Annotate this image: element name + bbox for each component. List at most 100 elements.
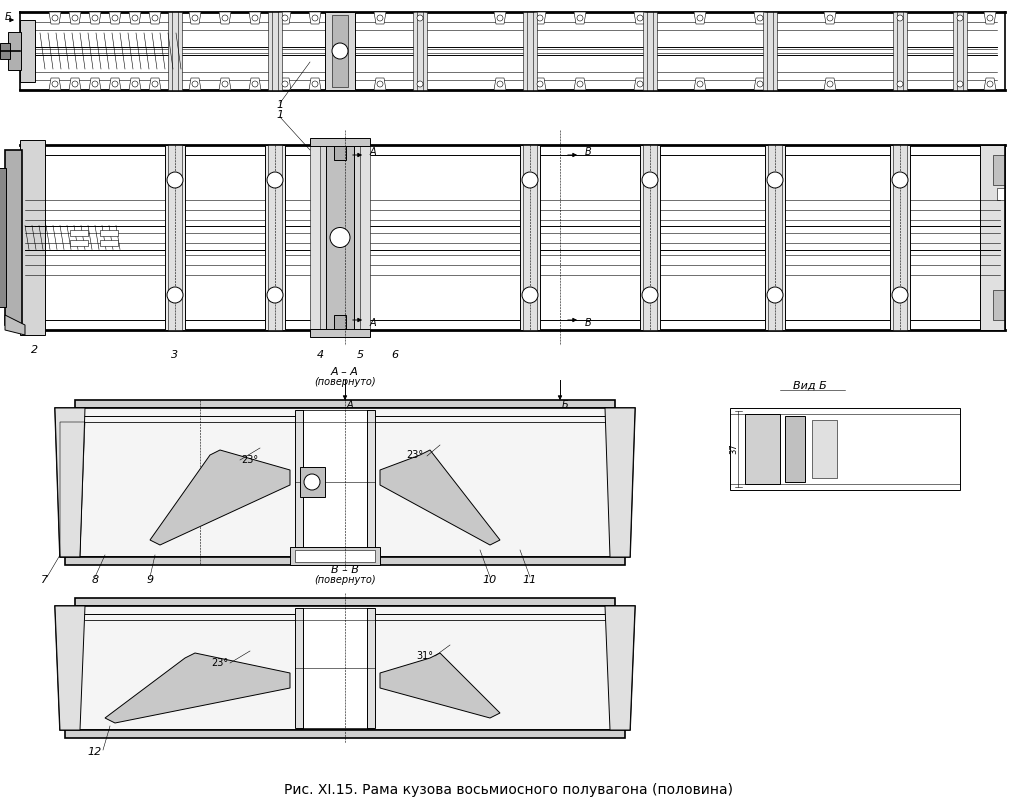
Polygon shape [694,78,706,90]
Bar [523,145,538,330]
Bar [730,408,960,490]
Circle shape [892,287,908,303]
Polygon shape [189,12,201,24]
Bar [8,32,21,70]
Circle shape [222,81,228,87]
Text: 23°: 23° [212,658,229,668]
Text: 11: 11 [523,575,538,585]
Circle shape [152,15,158,21]
Polygon shape [494,12,506,24]
Text: А: А [370,147,377,157]
Circle shape [112,15,118,21]
Bar [325,12,355,90]
Circle shape [957,81,963,87]
Polygon shape [109,12,121,24]
Circle shape [167,172,183,188]
Text: 9: 9 [147,575,154,585]
Bar [745,414,780,484]
Bar [768,145,782,330]
Bar [75,598,615,606]
Circle shape [767,287,783,303]
Circle shape [132,81,138,87]
Polygon shape [414,78,426,90]
Bar [413,12,427,90]
Text: Б: Б [562,400,568,410]
Circle shape [167,287,183,303]
Text: 10: 10 [483,575,497,585]
Polygon shape [279,12,291,24]
Circle shape [282,15,288,21]
Text: 8: 8 [92,575,99,585]
Circle shape [92,15,98,21]
Circle shape [538,81,543,87]
Polygon shape [824,78,836,90]
Bar [643,145,657,330]
Bar [523,12,538,90]
Polygon shape [374,12,386,24]
Circle shape [522,172,538,188]
Bar [785,416,805,482]
Bar [300,467,325,497]
Polygon shape [574,78,586,90]
Bar [100,239,118,246]
Circle shape [897,15,903,21]
Bar [334,315,346,335]
Text: Б: Б [5,12,12,22]
Polygon shape [309,12,321,24]
Circle shape [497,81,503,87]
Bar [764,12,777,90]
Circle shape [52,81,58,87]
Text: 1: 1 [277,110,284,120]
Polygon shape [494,78,506,90]
Circle shape [757,15,764,21]
Text: 2: 2 [32,345,39,355]
Text: 6: 6 [392,350,399,360]
Bar [360,145,370,330]
Bar [268,145,282,330]
Bar [75,400,615,408]
Polygon shape [69,12,81,24]
Circle shape [267,172,283,188]
Circle shape [252,81,258,87]
Bar [65,557,625,565]
Circle shape [152,81,158,87]
Circle shape [332,43,348,59]
Polygon shape [109,78,121,90]
Text: 7: 7 [42,575,49,585]
Text: Рис. XI.15. Рама кузова восьмиосного полувагона (половина): Рис. XI.15. Рама кузова восьмиосного пол… [284,783,734,797]
Text: 5: 5 [356,350,363,360]
Bar [100,230,118,235]
Polygon shape [55,606,635,730]
Bar [812,420,837,478]
Text: В: В [585,147,591,157]
Polygon shape [605,606,635,730]
Polygon shape [249,12,261,24]
Bar [303,608,367,728]
Bar [70,230,88,235]
Polygon shape [55,606,84,730]
Circle shape [192,15,197,21]
Circle shape [827,15,833,21]
Circle shape [112,81,118,87]
Polygon shape [634,78,646,90]
Circle shape [642,287,658,303]
Polygon shape [89,78,101,90]
Bar [268,12,282,90]
Polygon shape [414,12,426,24]
Polygon shape [55,408,84,557]
Bar [168,12,182,90]
Bar [993,155,1005,185]
Polygon shape [605,408,635,557]
Bar [980,145,1005,330]
Circle shape [192,81,197,87]
Bar [303,410,367,555]
Circle shape [577,81,583,87]
Circle shape [222,15,228,21]
Text: 37: 37 [730,444,738,454]
Bar [5,150,22,325]
Circle shape [72,81,78,87]
Polygon shape [534,12,546,24]
Text: А – А: А – А [331,367,359,377]
Circle shape [697,15,703,21]
Polygon shape [5,315,25,335]
